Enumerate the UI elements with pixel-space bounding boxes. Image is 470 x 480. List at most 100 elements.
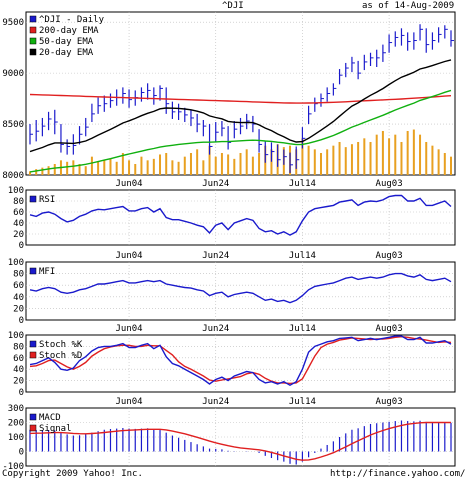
- volume-bar: [128, 160, 131, 175]
- volume-bar: [177, 161, 180, 175]
- legend-signal-label: Signal: [39, 424, 72, 434]
- volume-bar: [227, 154, 230, 175]
- volume-bar: [140, 156, 143, 175]
- xtick-label: Aug03: [376, 324, 403, 334]
- volume-bar: [53, 163, 56, 175]
- stoch-ytick-label: 100: [8, 331, 24, 341]
- volume-bar: [171, 160, 174, 175]
- volume-bar: [97, 161, 100, 175]
- legend-dji-label: ^DJI - Daily: [39, 15, 105, 25]
- legend-ema200-label: 200-day EMA: [39, 26, 99, 36]
- volume-bar: [202, 160, 205, 175]
- price-ytick-label: 8000: [2, 171, 24, 181]
- xtick-label: Jun04: [116, 324, 143, 334]
- volume-bar: [72, 160, 75, 175]
- price-ytick-label: 9000: [2, 69, 24, 79]
- volume-bar: [208, 145, 211, 175]
- mfi-line: [29, 272, 452, 304]
- legend-ema200-swatch: [29, 26, 37, 34]
- macd-frame: [25, 407, 456, 467]
- chart-symbol: ^DJI: [222, 1, 244, 11]
- xtick-label: Jul14: [289, 324, 316, 334]
- volume-bar: [152, 158, 155, 175]
- chart-asof-date: as of 14-Aug-2009: [362, 1, 455, 11]
- volume-bar: [245, 149, 248, 175]
- mfi-frame: [25, 261, 456, 321]
- xtick-label: Jun04: [116, 397, 143, 407]
- volume-bar: [103, 160, 106, 175]
- stoch-k-line: [29, 335, 452, 387]
- ema200-line: [29, 93, 452, 104]
- volume-bar: [400, 141, 403, 175]
- macd-ytick-label: -100: [2, 462, 24, 472]
- stoch-ytick-label: 20: [13, 377, 24, 387]
- volume-bar: [29, 171, 31, 175]
- legend-mfi-swatch: [29, 267, 37, 275]
- volume-bar: [159, 154, 162, 175]
- macd-ytick-label: 0: [19, 448, 24, 458]
- volume-bar: [78, 163, 81, 175]
- legend-stoch-k-label: Stoch %K: [39, 340, 83, 350]
- legend-ema20-label: 20-day EMA: [39, 48, 94, 58]
- volume-bar: [183, 156, 186, 175]
- volume-bar: [375, 134, 378, 175]
- volume-bar: [431, 145, 434, 175]
- source-url[interactable]: http://finance.yahoo.com/: [330, 469, 466, 479]
- rsi-frame: [25, 189, 456, 246]
- mfi-ytick-label: 0: [19, 316, 24, 326]
- xtick-label: Aug03: [376, 397, 403, 407]
- rsi-ytick-label: 20: [13, 230, 24, 240]
- xtick-label: Jun24: [202, 324, 229, 334]
- volume-bar: [134, 163, 137, 175]
- price-ytick-label: 9500: [2, 18, 24, 28]
- xtick-label: Jun04: [116, 179, 143, 189]
- price-ytick-label: 8500: [2, 120, 24, 130]
- rsi-ytick-label: 100: [8, 186, 24, 196]
- volume-bar: [350, 144, 353, 175]
- legend-stoch-d-swatch: [29, 351, 37, 359]
- volume-bar: [425, 141, 428, 175]
- volume-bar: [437, 149, 440, 175]
- macd-ytick-label: 300: [8, 404, 24, 414]
- legend-macd-swatch: [29, 413, 37, 421]
- xtick-label: Jul14: [289, 179, 316, 189]
- xtick-label: Jun04: [116, 251, 143, 261]
- ema50-line: [29, 89, 452, 173]
- volume-bar: [41, 167, 44, 175]
- xtick-label: Jul14: [289, 251, 316, 261]
- volume-bar: [165, 152, 168, 175]
- volume-bar: [251, 156, 254, 175]
- stoch-ytick-label: 60: [13, 354, 24, 364]
- volume-bar: [84, 166, 87, 175]
- volume-bar: [66, 161, 69, 175]
- volume-bar: [412, 129, 415, 175]
- volume-bar: [450, 156, 452, 175]
- rsi-ytick-label: 60: [13, 208, 24, 218]
- xtick-label: Jun24: [202, 179, 229, 189]
- volume-bar: [326, 149, 329, 175]
- legend-ema50-swatch: [29, 37, 37, 45]
- legend-ema20-swatch: [29, 48, 37, 56]
- volume-bar: [419, 134, 422, 175]
- macd-ytick-label: 100: [8, 433, 24, 443]
- xtick-label: Aug03: [376, 251, 403, 261]
- legend-rsi-label: RSI: [39, 195, 55, 205]
- volume-bar: [146, 160, 149, 175]
- rsi-ytick-label: 40: [13, 219, 24, 229]
- legend-macd-label: MACD: [39, 413, 61, 423]
- mfi-ytick-label: 20: [13, 304, 24, 314]
- volume-bar: [109, 158, 112, 175]
- volume-bar: [258, 152, 261, 175]
- volume-bar: [47, 166, 50, 175]
- volume-bar: [301, 138, 304, 175]
- volume-bar: [381, 130, 384, 175]
- rsi-ytick-label: 80: [13, 197, 24, 207]
- legend-rsi-swatch: [29, 195, 37, 203]
- volume-bar: [369, 141, 372, 175]
- stoch-ytick-label: 80: [13, 342, 24, 352]
- mfi-ytick-label: 60: [13, 281, 24, 291]
- mfi-ytick-label: 80: [13, 270, 24, 280]
- mfi-ytick-label: 100: [8, 258, 24, 268]
- volume-bar: [406, 130, 409, 175]
- volume-bar: [338, 141, 341, 175]
